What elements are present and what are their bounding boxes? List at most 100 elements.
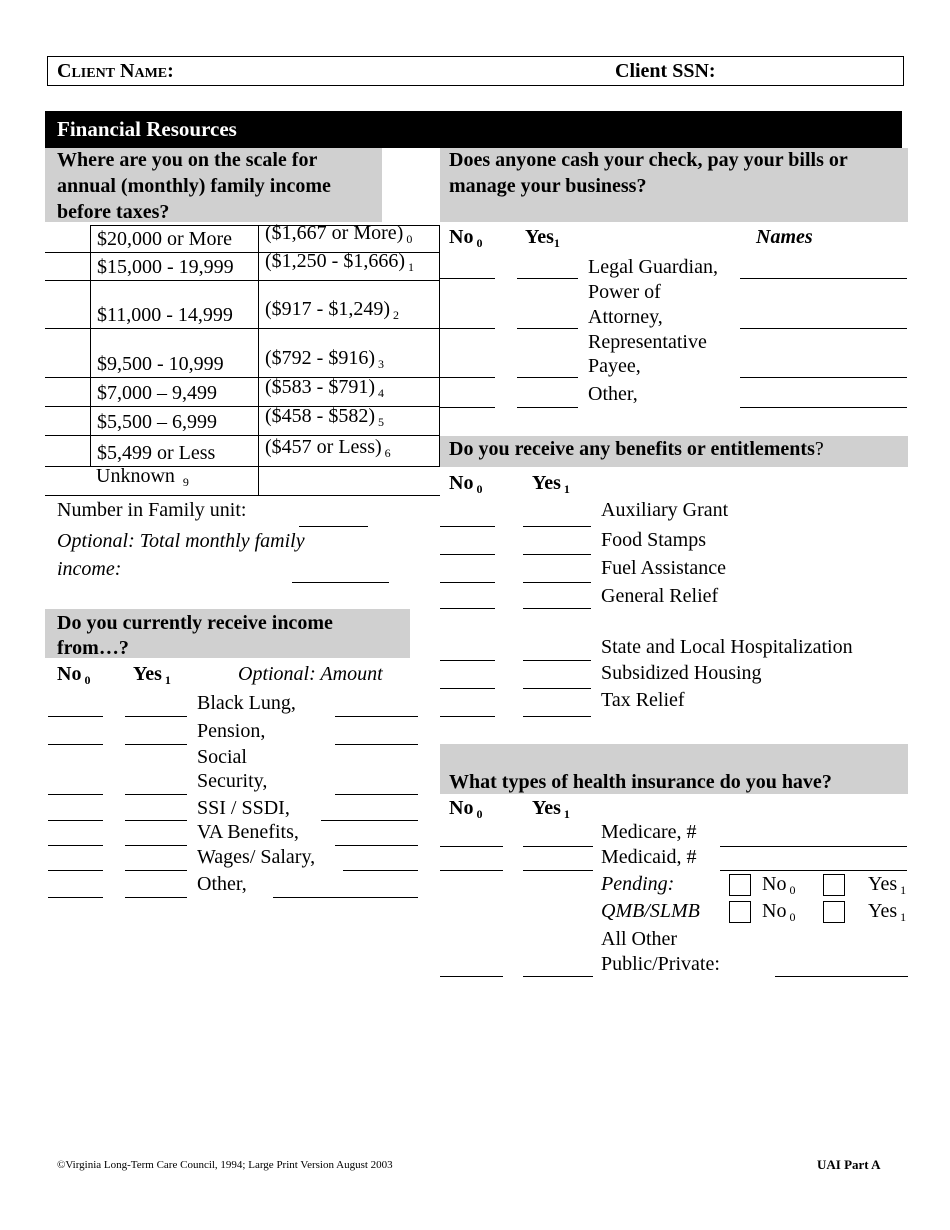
- income-option-5[interactable]: [45, 407, 90, 436]
- medicaid-number-field[interactable]: [720, 870, 907, 871]
- name-field[interactable]: [740, 377, 907, 378]
- yes-field[interactable]: [523, 870, 593, 871]
- benefits-question: Do you receive any benefits or entitleme…: [449, 438, 824, 460]
- no-field[interactable]: [48, 744, 103, 745]
- yes-field[interactable]: [523, 582, 591, 583]
- yes-field[interactable]: [125, 820, 187, 821]
- no-field[interactable]: [440, 554, 495, 555]
- no-field[interactable]: [440, 608, 495, 609]
- amount-field[interactable]: [335, 744, 418, 745]
- income-option-0[interactable]: [45, 225, 90, 253]
- name-field[interactable]: [740, 328, 907, 329]
- no-field[interactable]: [440, 870, 503, 871]
- income-item-black-lung: Black Lung,: [197, 692, 296, 714]
- family-unit-field[interactable]: [299, 526, 368, 527]
- benefits-question-bg: [440, 436, 908, 467]
- yes-field[interactable]: [523, 660, 591, 661]
- yes-field[interactable]: [523, 526, 591, 527]
- income-sources-question: Do you currently receive income: [57, 612, 333, 634]
- annual-range: Unknown: [96, 465, 175, 487]
- qmb-yes-label: Yes 1: [868, 900, 907, 924]
- income-row: $7,000 – 9,499: [90, 378, 258, 407]
- power-of-attorney-label: Attorney,: [588, 306, 663, 328]
- yes-field[interactable]: [523, 716, 591, 717]
- no-field[interactable]: [440, 976, 503, 977]
- yes-field[interactable]: [523, 688, 591, 689]
- code: 0: [406, 232, 413, 246]
- yes-field[interactable]: [523, 976, 593, 977]
- no-field[interactable]: [48, 845, 103, 846]
- no-field[interactable]: [440, 407, 495, 408]
- yes-field[interactable]: [517, 407, 578, 408]
- income-item-social-security: Security,: [197, 770, 268, 792]
- medicaid-label: Medicaid, #: [601, 846, 697, 868]
- amount-field[interactable]: [335, 845, 418, 846]
- amount-field[interactable]: [321, 820, 418, 821]
- code: 2: [392, 308, 399, 322]
- income-option-1[interactable]: [45, 253, 90, 281]
- income-row: $5,500 – 6,999: [90, 407, 258, 436]
- yes-field[interactable]: [125, 897, 187, 898]
- amount-field[interactable]: [335, 794, 418, 795]
- no-field[interactable]: [48, 870, 103, 871]
- yes-field[interactable]: [125, 845, 187, 846]
- annual-range: $5,499 or Less: [97, 442, 216, 464]
- no-field[interactable]: [48, 820, 103, 821]
- yes-field[interactable]: [517, 328, 578, 329]
- yes-field[interactable]: [125, 716, 187, 717]
- yes-field[interactable]: [517, 278, 578, 279]
- income-row: $11,000 - 14,999: [90, 281, 258, 329]
- amount-field[interactable]: [273, 897, 418, 898]
- income-row: ($1,250 - $1,666) 1: [258, 250, 440, 281]
- monthly-income-field[interactable]: [292, 582, 389, 583]
- name-field[interactable]: [740, 278, 907, 279]
- no-field[interactable]: [48, 716, 103, 717]
- form-id: UAI Part A: [817, 1157, 881, 1172]
- no-field[interactable]: [440, 582, 495, 583]
- no-field[interactable]: [440, 660, 495, 661]
- monthly-range: ($458 - $582): [265, 405, 375, 427]
- legal-guardian-label: Legal Guardian,: [588, 256, 718, 278]
- amount-field[interactable]: [335, 716, 418, 717]
- qmb-yes-checkbox[interactable]: [823, 901, 845, 923]
- qmb-no-checkbox[interactable]: [729, 901, 751, 923]
- yes-field[interactable]: [125, 794, 187, 795]
- pending-no-checkbox[interactable]: [729, 874, 751, 896]
- income-option-2[interactable]: [45, 281, 90, 329]
- name-field[interactable]: [740, 407, 907, 408]
- pending-yes-checkbox[interactable]: [823, 874, 845, 896]
- yes-field[interactable]: [523, 554, 591, 555]
- income-row: ($457 or Less) 6: [258, 436, 440, 467]
- income-sources-question-bg: [45, 609, 410, 658]
- income-option-3[interactable]: [45, 329, 90, 378]
- no-field[interactable]: [48, 897, 103, 898]
- income-option-6[interactable]: [45, 436, 90, 467]
- yes-field[interactable]: [517, 377, 578, 378]
- no-field[interactable]: [440, 377, 495, 378]
- benefit-hospitalization: State and Local Hospitalization: [601, 636, 853, 658]
- medicare-number-field[interactable]: [720, 846, 907, 847]
- amount-field[interactable]: [343, 870, 418, 871]
- yes-field[interactable]: [125, 870, 187, 871]
- no-field[interactable]: [440, 846, 503, 847]
- yes-field[interactable]: [523, 608, 591, 609]
- income-option-9[interactable]: [45, 467, 90, 496]
- no-field[interactable]: [440, 688, 495, 689]
- income-option-4[interactable]: [45, 378, 90, 407]
- pending-no-label: No 0: [762, 873, 796, 897]
- no-field[interactable]: [440, 716, 495, 717]
- no-field[interactable]: [440, 278, 495, 279]
- no-field[interactable]: [440, 526, 495, 527]
- yes-field[interactable]: [125, 744, 187, 745]
- no-field[interactable]: [48, 794, 103, 795]
- benefit-subsidized-housing: Subsidized Housing: [601, 662, 762, 684]
- other-insurance-field[interactable]: [775, 976, 908, 977]
- power-of-attorney-label: Power of: [588, 281, 661, 303]
- yes-header: Yes1: [525, 226, 560, 250]
- income-question: before taxes?: [57, 201, 170, 223]
- yes-field[interactable]: [523, 846, 593, 847]
- income-item-social-security: Social: [197, 746, 247, 768]
- no-field[interactable]: [440, 328, 495, 329]
